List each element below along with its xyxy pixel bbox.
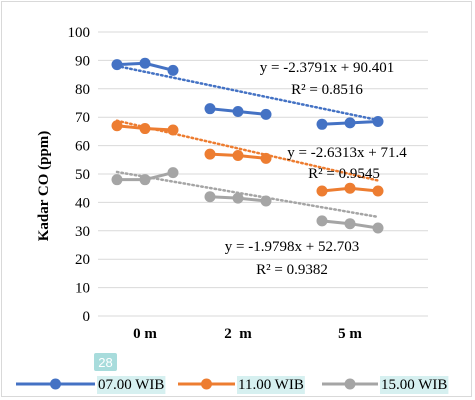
x-tick-label: 0 m	[133, 326, 157, 342]
legend: 07.00 WIB 11.00 WIB 15.00 WIB	[16, 376, 449, 394]
page-badge-box	[94, 353, 117, 371]
data-point	[139, 57, 151, 69]
x-tick-label: 5 m	[338, 326, 362, 342]
data-point	[204, 103, 216, 115]
data-point	[344, 117, 356, 129]
trendline-label-11: y = -2.6313x + 71.4 R² = 0.9545	[287, 145, 407, 182]
data-point	[167, 64, 179, 76]
y-tick-label: 80	[75, 82, 90, 98]
legend-label: 15.00 WIB	[381, 377, 447, 393]
data-point	[111, 59, 123, 71]
y-tick-label: 20	[75, 252, 90, 268]
data-point	[111, 174, 123, 186]
trendline-r2-15: R² = 0.9382	[256, 262, 328, 278]
trendline-equation-07: y = -2.3791x + 90.401	[260, 60, 394, 76]
y-tick-label: 70	[75, 110, 90, 126]
data-point	[372, 222, 384, 234]
legend-label-highlight	[97, 376, 166, 394]
data-point	[139, 174, 151, 186]
data-point	[316, 215, 328, 227]
trendline-r2-11: R² = 0.9545	[308, 166, 380, 182]
page-badge-text: 28	[98, 355, 112, 370]
data-point	[204, 191, 216, 203]
legend-marker	[344, 378, 356, 390]
legend-marker	[50, 378, 61, 390]
data-point	[204, 148, 216, 160]
data-point	[139, 123, 151, 135]
page-badge: 28	[94, 353, 117, 371]
trendline-label-07: y = -2.3791x + 90.401 R² = 0.8516	[260, 60, 394, 98]
trendline-equation-15: y = -1.9798x + 52.703	[225, 239, 359, 255]
legend-label-highlight	[237, 376, 305, 394]
data-point	[372, 185, 384, 197]
legend-label: 07.00 WIB	[98, 377, 164, 393]
legend-label-highlight	[380, 376, 449, 394]
data-point	[372, 115, 384, 127]
trendline-equation-11: y = -2.6313x + 71.4	[287, 145, 407, 161]
data-point	[344, 182, 356, 194]
data-point	[316, 185, 328, 197]
x-tick-labels: 0 m 2 m 5 m	[133, 326, 362, 342]
data-point	[167, 167, 179, 179]
data-point	[260, 195, 272, 207]
trendline-2	[115, 170, 380, 219]
y-tick-labels: 0 10 20 30 40 50 60 70 80 90 100	[68, 25, 91, 325]
trendline-r2-07: R² = 0.8516	[291, 82, 363, 98]
data-point	[316, 118, 328, 130]
trendline-0	[115, 64, 380, 122]
data-point	[111, 120, 123, 132]
data-series	[111, 57, 384, 234]
trendline-label-15: y = -1.9798x + 52.703 R² = 0.9382	[225, 239, 359, 278]
y-tick-label: 10	[75, 281, 90, 297]
y-tick-label: 40	[75, 195, 90, 211]
y-tick-label: 100	[68, 25, 91, 41]
y-tick-label: 30	[75, 224, 90, 240]
data-point	[167, 124, 179, 136]
y-tick-label: 0	[83, 309, 91, 325]
y-tick-label: 90	[75, 53, 90, 69]
data-point	[260, 108, 272, 120]
legend-marker	[201, 378, 212, 390]
data-point	[232, 192, 244, 204]
data-point	[232, 150, 244, 162]
data-point	[232, 106, 244, 118]
data-point	[260, 152, 272, 164]
data-point	[344, 218, 356, 230]
y-tick-label: 50	[75, 167, 90, 183]
y-axis-label: Kadar CO (ppm)	[36, 131, 52, 242]
x-tick-label: 2 m	[224, 326, 252, 342]
y-tick-label: 60	[75, 139, 90, 155]
legend-label: 11.00 WIB	[238, 377, 304, 393]
